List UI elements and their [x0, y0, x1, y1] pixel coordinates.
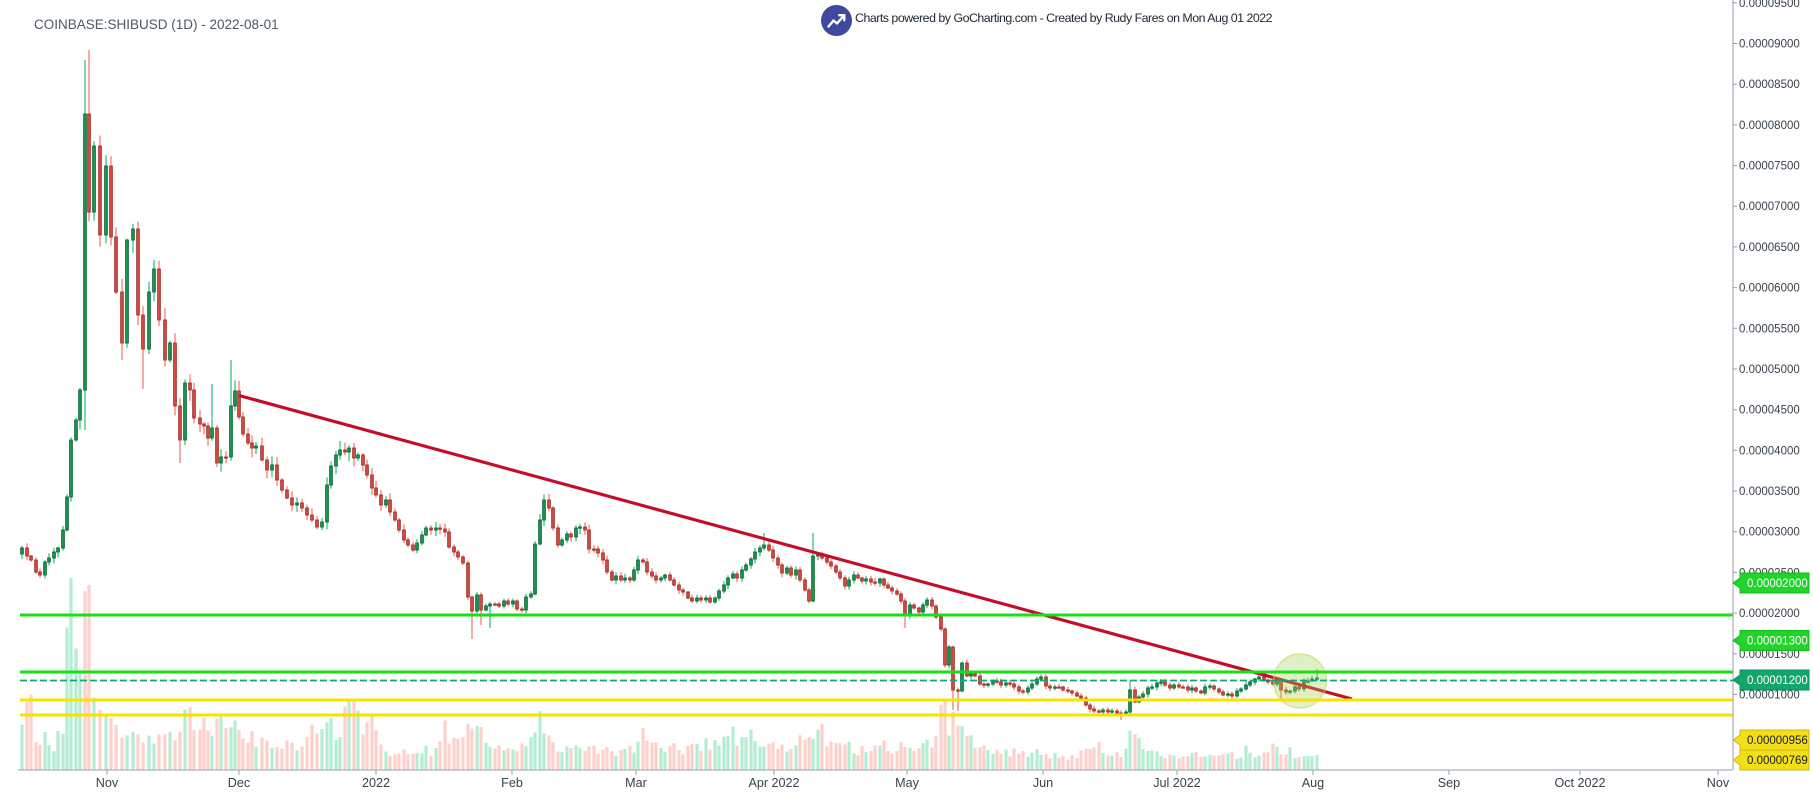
svg-text:0.00003000: 0.00003000 — [1739, 527, 1800, 539]
svg-text:0.00000956: 0.00000956 — [1747, 735, 1808, 747]
svg-text:Jul 2022: Jul 2022 — [1153, 776, 1201, 790]
svg-text:0.00004000: 0.00004000 — [1739, 445, 1800, 457]
svg-text:0.00004500: 0.00004500 — [1739, 405, 1800, 417]
svg-text:0.00001000: 0.00001000 — [1739, 690, 1800, 702]
svg-text:Jun: Jun — [1033, 776, 1053, 790]
svg-text:0.00006500: 0.00006500 — [1739, 242, 1800, 254]
svg-text:0.00007500: 0.00007500 — [1739, 161, 1800, 173]
svg-text:0.00002000: 0.00002000 — [1747, 578, 1808, 590]
svg-text:0.00002000: 0.00002000 — [1739, 608, 1800, 620]
svg-text:Sep: Sep — [1438, 776, 1460, 790]
svg-text:0.00001500: 0.00001500 — [1739, 649, 1800, 661]
svg-text:Apr 2022: Apr 2022 — [748, 776, 799, 790]
svg-text:0.00005500: 0.00005500 — [1739, 323, 1800, 335]
svg-text:0.00008500: 0.00008500 — [1739, 79, 1800, 91]
svg-text:0.00009000: 0.00009000 — [1739, 39, 1800, 51]
svg-text:Oct 2022: Oct 2022 — [1554, 776, 1605, 790]
svg-text:0.00000769: 0.00000769 — [1747, 755, 1808, 767]
svg-text:Feb: Feb — [501, 776, 523, 790]
svg-text:Nov: Nov — [96, 776, 119, 790]
svg-text:Aug: Aug — [1302, 776, 1324, 790]
svg-text:2022: 2022 — [362, 776, 390, 790]
svg-text:0.00007000: 0.00007000 — [1739, 201, 1800, 213]
svg-text:0.00001200: 0.00001200 — [1747, 675, 1808, 687]
svg-text:Nov: Nov — [1707, 776, 1730, 790]
svg-text:0.00008000: 0.00008000 — [1739, 120, 1800, 132]
svg-text:0.00001300: 0.00001300 — [1747, 636, 1808, 648]
svg-text:0.00006000: 0.00006000 — [1739, 283, 1800, 295]
svg-text:Dec: Dec — [228, 776, 250, 790]
svg-text:Mar: Mar — [625, 776, 647, 790]
svg-text:0.00009500: 0.00009500 — [1739, 0, 1800, 10]
svg-text:May: May — [895, 776, 919, 790]
svg-text:0.00003500: 0.00003500 — [1739, 486, 1800, 498]
svg-text:0.00005000: 0.00005000 — [1739, 364, 1800, 376]
